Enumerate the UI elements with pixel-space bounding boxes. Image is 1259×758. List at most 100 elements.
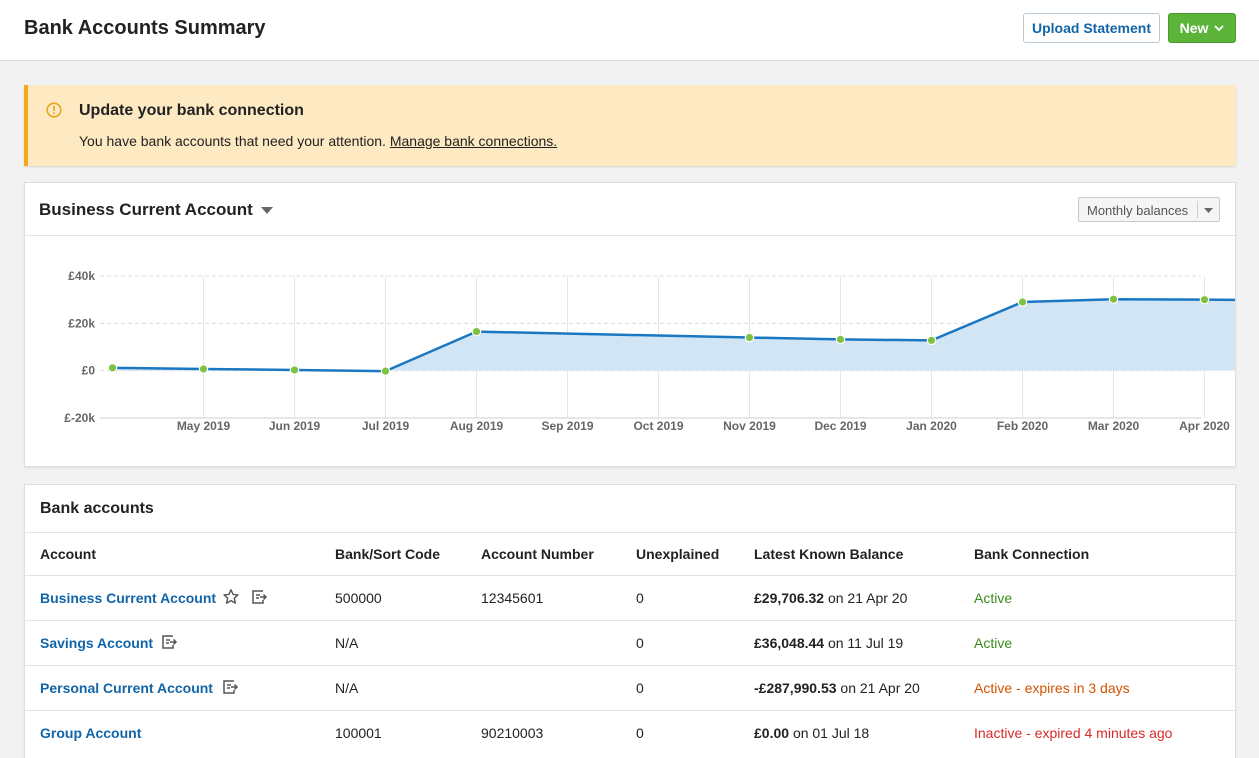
divider [25,532,1235,533]
balance-cell: £36,048.44 on 11 Jul 19 [754,635,903,651]
account-name-link[interactable]: Personal Current Account [40,680,213,696]
area-fill [112,299,1235,372]
chart-line [112,297,1235,373]
balance-date: on 01 Jul 18 [792,725,870,741]
data-point [1199,294,1210,305]
account-name-link[interactable]: Business Current Account [40,590,217,606]
x-tick-label: Feb 2020 [997,419,1049,433]
star-icon[interactable] [222,588,240,606]
x-tick-label: Jul 2019 [362,419,410,433]
balance-chart: £40k £20k £0 £-20k May 2019 Jun 2019 Jul 2019… [64,269,1235,433]
bank-connection-alert: Update your bank connection You have ban… [24,85,1236,166]
chart-area [112,299,1235,372]
balance-date: on 21 Apr 20 [827,590,908,606]
x-tick-label: May 2019 [177,419,231,433]
account-selector[interactable]: Business Current Account [39,200,273,220]
x-tick-label: Mar 2020 [1088,419,1140,433]
series-line [112,297,1235,373]
data-point [1017,297,1028,307]
x-tick-label: Nov 2019 [723,419,776,433]
manage-bank-connections-link[interactable]: Manage bank connections. [389,133,558,149]
bank-accounts-title: Bank accounts [40,500,154,517]
column-header-sort-code: Bank/Sort Code [335,546,441,562]
bank-connection-status: Active [974,590,1013,606]
sort-code-cell: N/A [335,680,359,696]
data-point [926,335,937,346]
chart-points [107,294,1210,376]
balance-cell: -£287,990.53 on 21 Apr 20 [754,680,920,696]
chevron-down-icon [1214,25,1225,31]
column-header-bank-connection: Bank Connection [974,546,1090,562]
top-bar: Bank Accounts Summary Upload Statement N… [0,0,1259,61]
table-row: Savings Account N/A 0 £36,048.44 on 11 J… [25,620,1235,665]
x-tick-label: Jan 2020 [906,419,957,433]
x-tick-label: Apr 2020 [1179,419,1230,433]
chart-header: Business Current Account Monthly balance… [25,183,1235,236]
statement-icon[interactable] [221,678,239,696]
x-tick-label: Dec 2019 [814,419,866,433]
data-point [198,364,209,374]
account-name-link[interactable]: Savings Account [40,635,154,651]
column-header-account: Account [40,546,96,562]
table-row: Business Current Account 500000 12345601… [25,575,1235,620]
sort-code-cell: N/A [335,635,359,651]
bank-connection-status: Active - expires in 3 days [974,680,1130,696]
account-name-link[interactable]: Group Account [40,725,142,741]
monthly-balances-select[interactable]: Monthly balances [1078,197,1220,222]
unexplained-cell: 0 [636,680,644,696]
data-point [471,326,482,337]
row-actions [221,678,239,696]
data-point [1108,294,1119,304]
sort-code-cell: 100001 [335,725,382,741]
balance-cell: £0.00 on 01 Jul 18 [754,725,869,741]
table-row: Group Account 100001 90210003 0 £0.00 on… [25,710,1235,755]
statement-icon[interactable] [160,633,178,651]
alert-title: Update your bank connection [79,102,304,119]
column-header-unexplained: Unexplained [636,546,720,562]
account-number-cell: 12345601 [481,590,544,606]
y-tick-label: £0 [82,364,96,378]
y-tick-label: £20k [68,316,95,330]
statement-icon[interactable] [250,588,268,606]
page-title: Bank Accounts Summary [24,17,266,39]
bank-connection-status: Active [974,635,1013,651]
balance-date: on 11 Jul 19 [827,635,904,651]
row-actions [222,588,268,606]
new-button-label: New [1179,20,1209,36]
alert-text: You have bank accounts that need your at… [79,133,386,149]
balance-amount: -£287,990.53 [754,680,837,696]
sort-code-cell: 500000 [335,590,382,606]
balance-amount: £36,048.44 [754,635,825,651]
column-header-balance: Latest Known Balance [754,546,904,562]
unexplained-cell: 0 [636,635,644,651]
select-divider [1197,201,1198,218]
y-tick-label: £-20k [64,411,95,425]
unexplained-cell: 0 [636,725,644,741]
chart-x-ticks: May 2019 Jun 2019 Jul 2019 Aug 2019 Sep 2019… [177,419,1230,433]
alert-message: You have bank accounts that need your at… [79,133,557,149]
account-number-cell: 90210003 [481,725,544,741]
unexplained-cell: 0 [636,590,644,606]
balance-amount: £0.00 [754,725,790,741]
x-tick-label: Aug 2019 [450,419,504,433]
upload-statement-button[interactable]: Upload Statement [1023,13,1160,43]
data-point [380,366,391,376]
balance-amount: £29,706.32 [754,590,825,606]
monthly-balances-label: Monthly balances [1087,203,1189,218]
data-point [835,334,846,345]
data-point [744,332,755,343]
row-actions [160,633,178,651]
new-button[interactable]: New [1168,13,1236,43]
caret-down-icon [1204,208,1213,213]
bank-connection-status: Inactive - expired 4 minutes ago [974,725,1173,741]
chart-y-ticks: £40k £20k £0 £-20k [64,269,95,425]
x-tick-label: Jun 2019 [269,419,321,433]
y-tick-label: £40k [68,269,95,283]
account-selector-label: Business Current Account [39,200,253,219]
x-tick-label: Sep 2019 [541,419,593,433]
balance-cell: £29,706.32 on 21 Apr 20 [754,590,907,606]
caret-down-icon [260,206,273,214]
column-header-account-number: Account Number [481,546,594,562]
balance-chart-panel: Business Current Account Monthly balance… [24,182,1236,467]
table-row: Personal Current Account N/A 0 -£287,990… [25,665,1235,710]
